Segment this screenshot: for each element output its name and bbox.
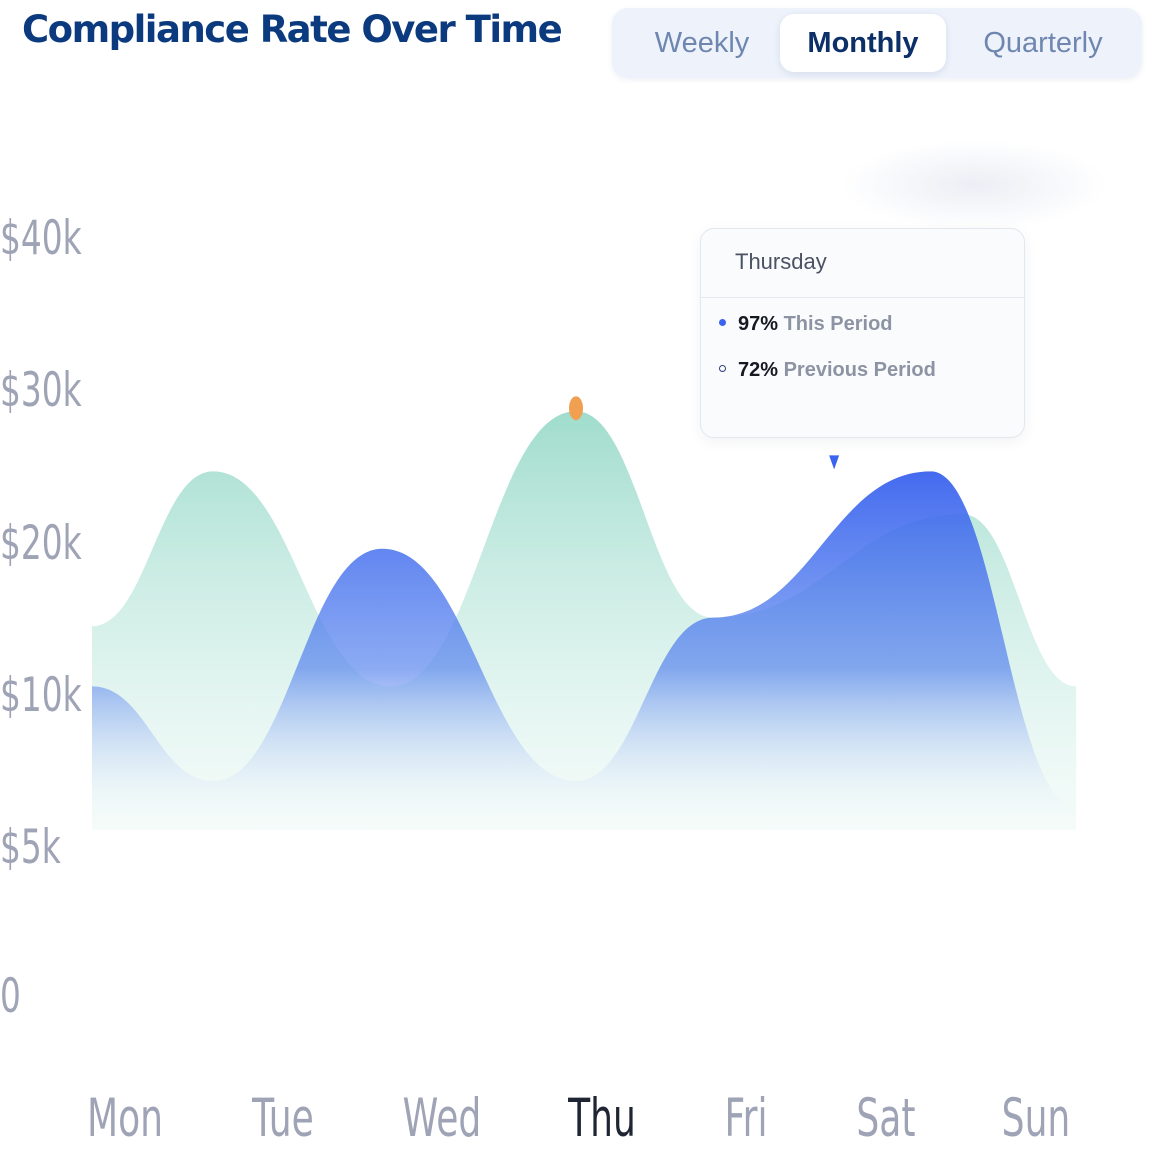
x-tick-label-sun: Sun [1002,1087,1071,1149]
this-period-value: 97% [738,313,779,335]
x-tick-label-mon: Mon [87,1087,163,1149]
tooltip-row-this-period: 97% This Period [719,313,893,336]
y-tick-label: $5k [0,819,61,875]
page-title: Compliance Rate Over Time [22,8,563,51]
previous-period-label: Previous Period [783,359,936,381]
tooltip-row-previous-period: 72% Previous Period [719,359,936,382]
x-axis: Mon Tue Wed Thu Fri Sat Sun [87,1087,1070,1149]
tab-monthly[interactable]: Monthly [780,14,946,72]
tooltip-day: Thursday [701,229,1024,298]
x-tick-label-tue: Tue [251,1087,313,1149]
y-tick-label: $40k [0,210,82,266]
background-glow [840,140,1110,230]
previous-period-value: 72% [738,359,779,381]
x-tick-label-thu: Thu [567,1087,636,1149]
previous-period-dot-icon [719,365,726,373]
y-tick-label: $20k [0,515,82,571]
series-this-period-area [92,471,1077,830]
tab-quarterly[interactable]: Quarterly [983,27,1103,59]
chart-tooltip: Thursday 97% This Period 72% Previous Pe… [700,228,1025,438]
x-tick-label-sat: Sat [856,1087,915,1149]
previous-period-marker [569,396,583,421]
this-period-label: This Period [783,313,893,335]
this-period-dot-icon [719,319,726,327]
y-tick-label: $10k [0,667,82,723]
tooltip-pointer-marker [829,455,840,470]
tab-weekly[interactable]: Weekly [654,27,750,59]
x-tick-label-fri: Fri [725,1087,768,1149]
y-tick-label: 0 [0,968,21,1024]
y-tick-label: $30k [0,362,82,418]
y-axis: $40k $30k $20k $10k $5k 0 [0,210,82,1024]
x-tick-label-wed: Wed [403,1087,482,1149]
markers [569,396,840,470]
period-toggle: Weekly Monthly Quarterly [612,8,1142,78]
